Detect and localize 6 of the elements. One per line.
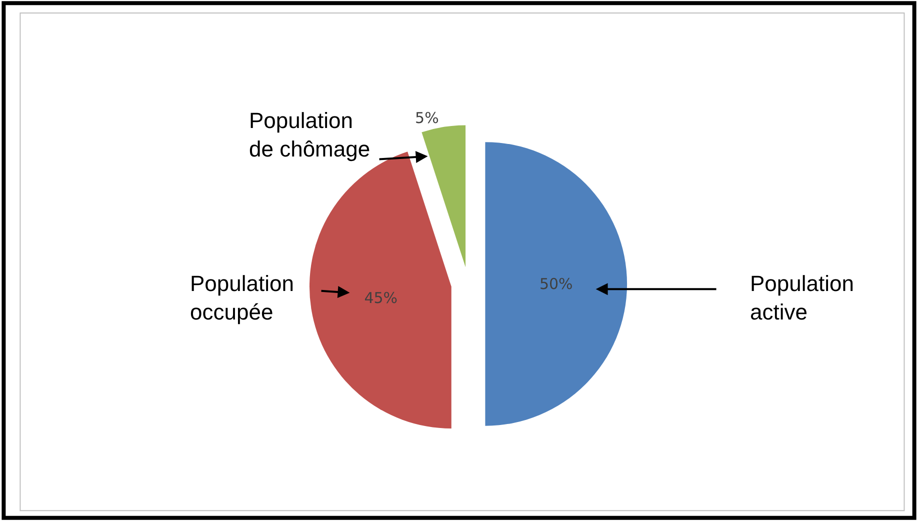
slice-label: Population active <box>750 271 854 325</box>
data-label: 5% <box>415 109 439 128</box>
data-label: 50% <box>539 274 573 293</box>
data-label: 45% <box>364 288 398 307</box>
slice-label: Population occupée <box>190 271 294 325</box>
slice-label: Population de chômage <box>249 108 370 162</box>
